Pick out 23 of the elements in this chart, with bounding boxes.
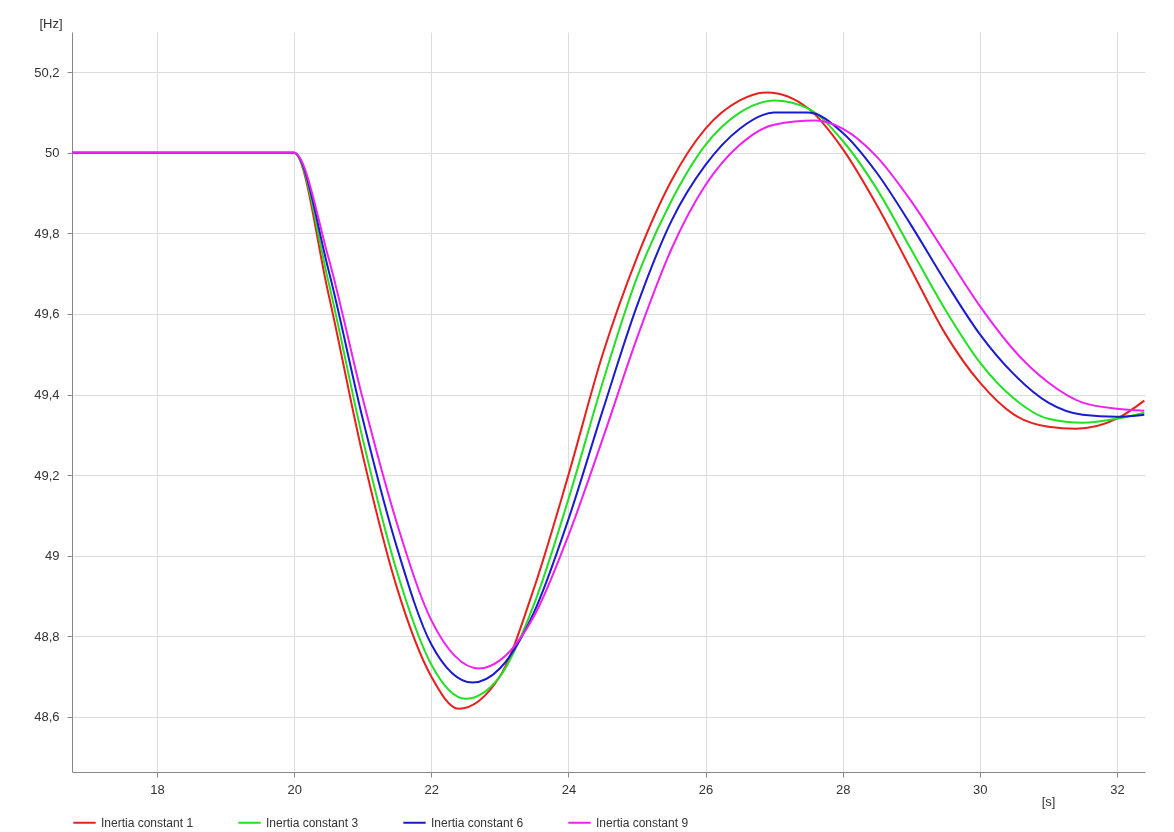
y-tick-label: 49,4 xyxy=(34,387,60,403)
x-tick-label: 22 xyxy=(424,781,439,797)
y-tick-label: 49,6 xyxy=(34,306,60,322)
x-axis-title: [s] xyxy=(1041,793,1056,809)
x-tick-label: 30 xyxy=(973,781,988,797)
legend-label: Inertia constant 1 xyxy=(101,815,194,830)
y-tick-label: 48,8 xyxy=(34,628,60,644)
y-tick-label: 49,8 xyxy=(34,225,60,241)
legend-label: Inertia constant 6 xyxy=(431,815,524,830)
legend-label: Inertia constant 9 xyxy=(596,815,689,830)
x-tick-label: 28 xyxy=(835,781,851,797)
x-tick-label: 18 xyxy=(150,781,165,797)
y-tick-label: 50,2 xyxy=(34,64,60,80)
y-tick-label: 48,6 xyxy=(34,709,60,725)
y-tick-label: 49 xyxy=(45,548,60,564)
y-tick-label: 49,2 xyxy=(34,467,60,483)
x-tick-label: 20 xyxy=(287,781,302,797)
x-tick-label: 26 xyxy=(698,781,714,797)
x-tick-label: 24 xyxy=(561,781,577,797)
x-tick-label: 32 xyxy=(1110,781,1125,797)
legend-label: Inertia constant 3 xyxy=(266,815,359,830)
y-tick-label: 50 xyxy=(45,145,60,161)
y-axis-title: [Hz] xyxy=(39,15,63,31)
